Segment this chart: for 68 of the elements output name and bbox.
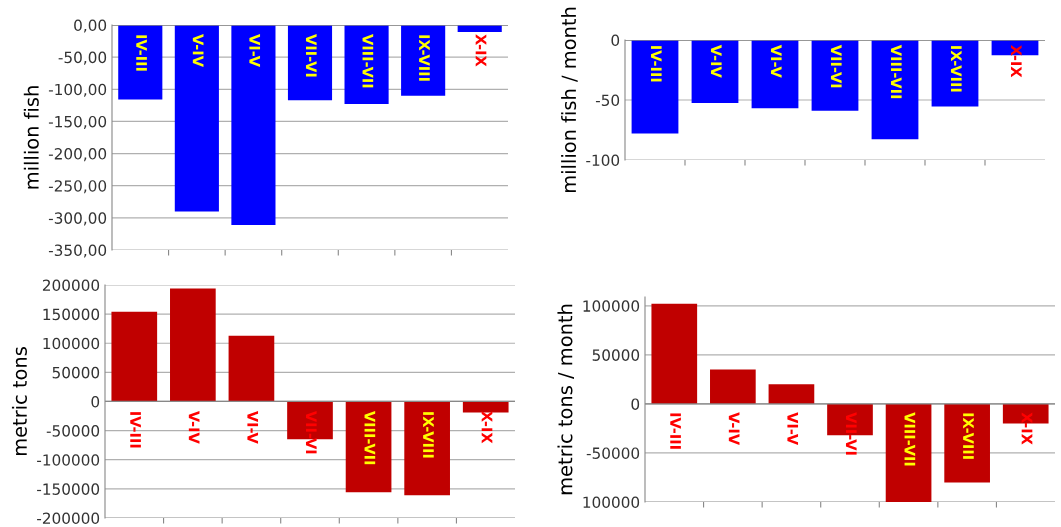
y-tick-label: -150000 <box>37 483 100 495</box>
y-tick-label: -200,00 <box>48 148 107 162</box>
y-tick-label: 150000 <box>43 308 100 321</box>
bar <box>462 401 509 413</box>
y-axis-title: million fish <box>23 86 39 189</box>
x-tick-label: VIII-VII <box>904 412 916 466</box>
bar <box>111 311 158 402</box>
y-tick-label: 0 <box>631 398 640 410</box>
y-tick-label: -100 <box>586 154 620 167</box>
x-tick-label: VII-VI <box>305 410 317 454</box>
x-tick-label: IV-III <box>650 46 662 82</box>
x-tick-label: V-IV <box>710 44 722 78</box>
x-tick-label: X-IX <box>475 34 487 67</box>
y-tick-label: 200000 <box>42 279 100 292</box>
x-tick-label: V-IV <box>192 34 204 67</box>
bar <box>944 403 990 483</box>
bar <box>768 384 815 404</box>
bar <box>651 303 698 404</box>
y-tick-label: 50000 <box>52 366 100 379</box>
x-tick-label: VI-V <box>787 412 799 446</box>
x-tick-label: VII-VI <box>845 412 857 455</box>
y-tick-label: -100,00 <box>48 83 107 97</box>
y-tick-label: 100000 <box>583 300 640 312</box>
y-tick-label: -350,00 <box>48 244 107 258</box>
x-tick-label: V-IV <box>188 410 200 444</box>
y-tick-label: -150,00 <box>48 115 107 130</box>
x-tick-label: VIII-VII <box>364 410 376 465</box>
x-tick-label: IX-VIII <box>950 46 962 92</box>
x-tick-label: VIII-VII <box>890 44 902 99</box>
x-tick-label: IV-III <box>136 35 147 71</box>
y-axis-title: metric tons / month <box>557 304 575 495</box>
bar <box>885 403 932 502</box>
x-tick-label: VI-V <box>770 44 782 78</box>
y-tick-label: -300,00 <box>48 212 107 226</box>
y-tick-label: 100000 <box>43 337 100 350</box>
bar <box>710 369 756 404</box>
y-tick-label: -100000 <box>37 454 100 466</box>
y-tick-label: 100000 <box>583 496 640 509</box>
y-axis-title: metric tons <box>11 347 27 456</box>
y-tick-label: -50000 <box>586 447 640 459</box>
x-tick-label: IX-VIII <box>963 413 974 459</box>
bar <box>404 401 450 496</box>
x-tick-label: IV-III <box>130 412 141 448</box>
bar <box>228 335 275 402</box>
x-tick-label: X-IX <box>1010 45 1022 78</box>
y-tick-label: -200000 <box>37 512 100 525</box>
bar <box>345 401 392 493</box>
x-tick-label: VII-VI <box>305 34 317 77</box>
x-tick-label: VII-VI <box>830 44 842 88</box>
y-axis-title: million fish / month <box>561 7 578 193</box>
y-tick-label: 0 <box>91 395 100 408</box>
y-tick-label: -50000 <box>46 425 100 437</box>
x-tick-label: IX-VIII <box>423 412 434 458</box>
x-tick-label: VIII-VII <box>362 34 374 88</box>
bar <box>170 288 216 402</box>
x-tick-label: V-IV <box>728 412 740 446</box>
y-tick-label: 0 <box>611 34 620 47</box>
y-tick-label: -50,00 <box>58 51 107 65</box>
x-tick-label: VI-V <box>247 410 259 444</box>
y-tick-label: 0,00 <box>74 19 107 33</box>
y-tick-label: -50 <box>595 94 620 107</box>
x-tick-label: IV-III <box>670 413 681 449</box>
x-tick-label: X-IX <box>481 411 493 444</box>
x-tick-label: IX-VIII <box>419 35 430 81</box>
x-tick-label: VI-V <box>249 34 261 67</box>
x-tick-label: X-IX <box>1021 412 1033 445</box>
y-tick-label: -250,00 <box>48 180 107 194</box>
y-tick-label: 50000 <box>592 349 640 361</box>
